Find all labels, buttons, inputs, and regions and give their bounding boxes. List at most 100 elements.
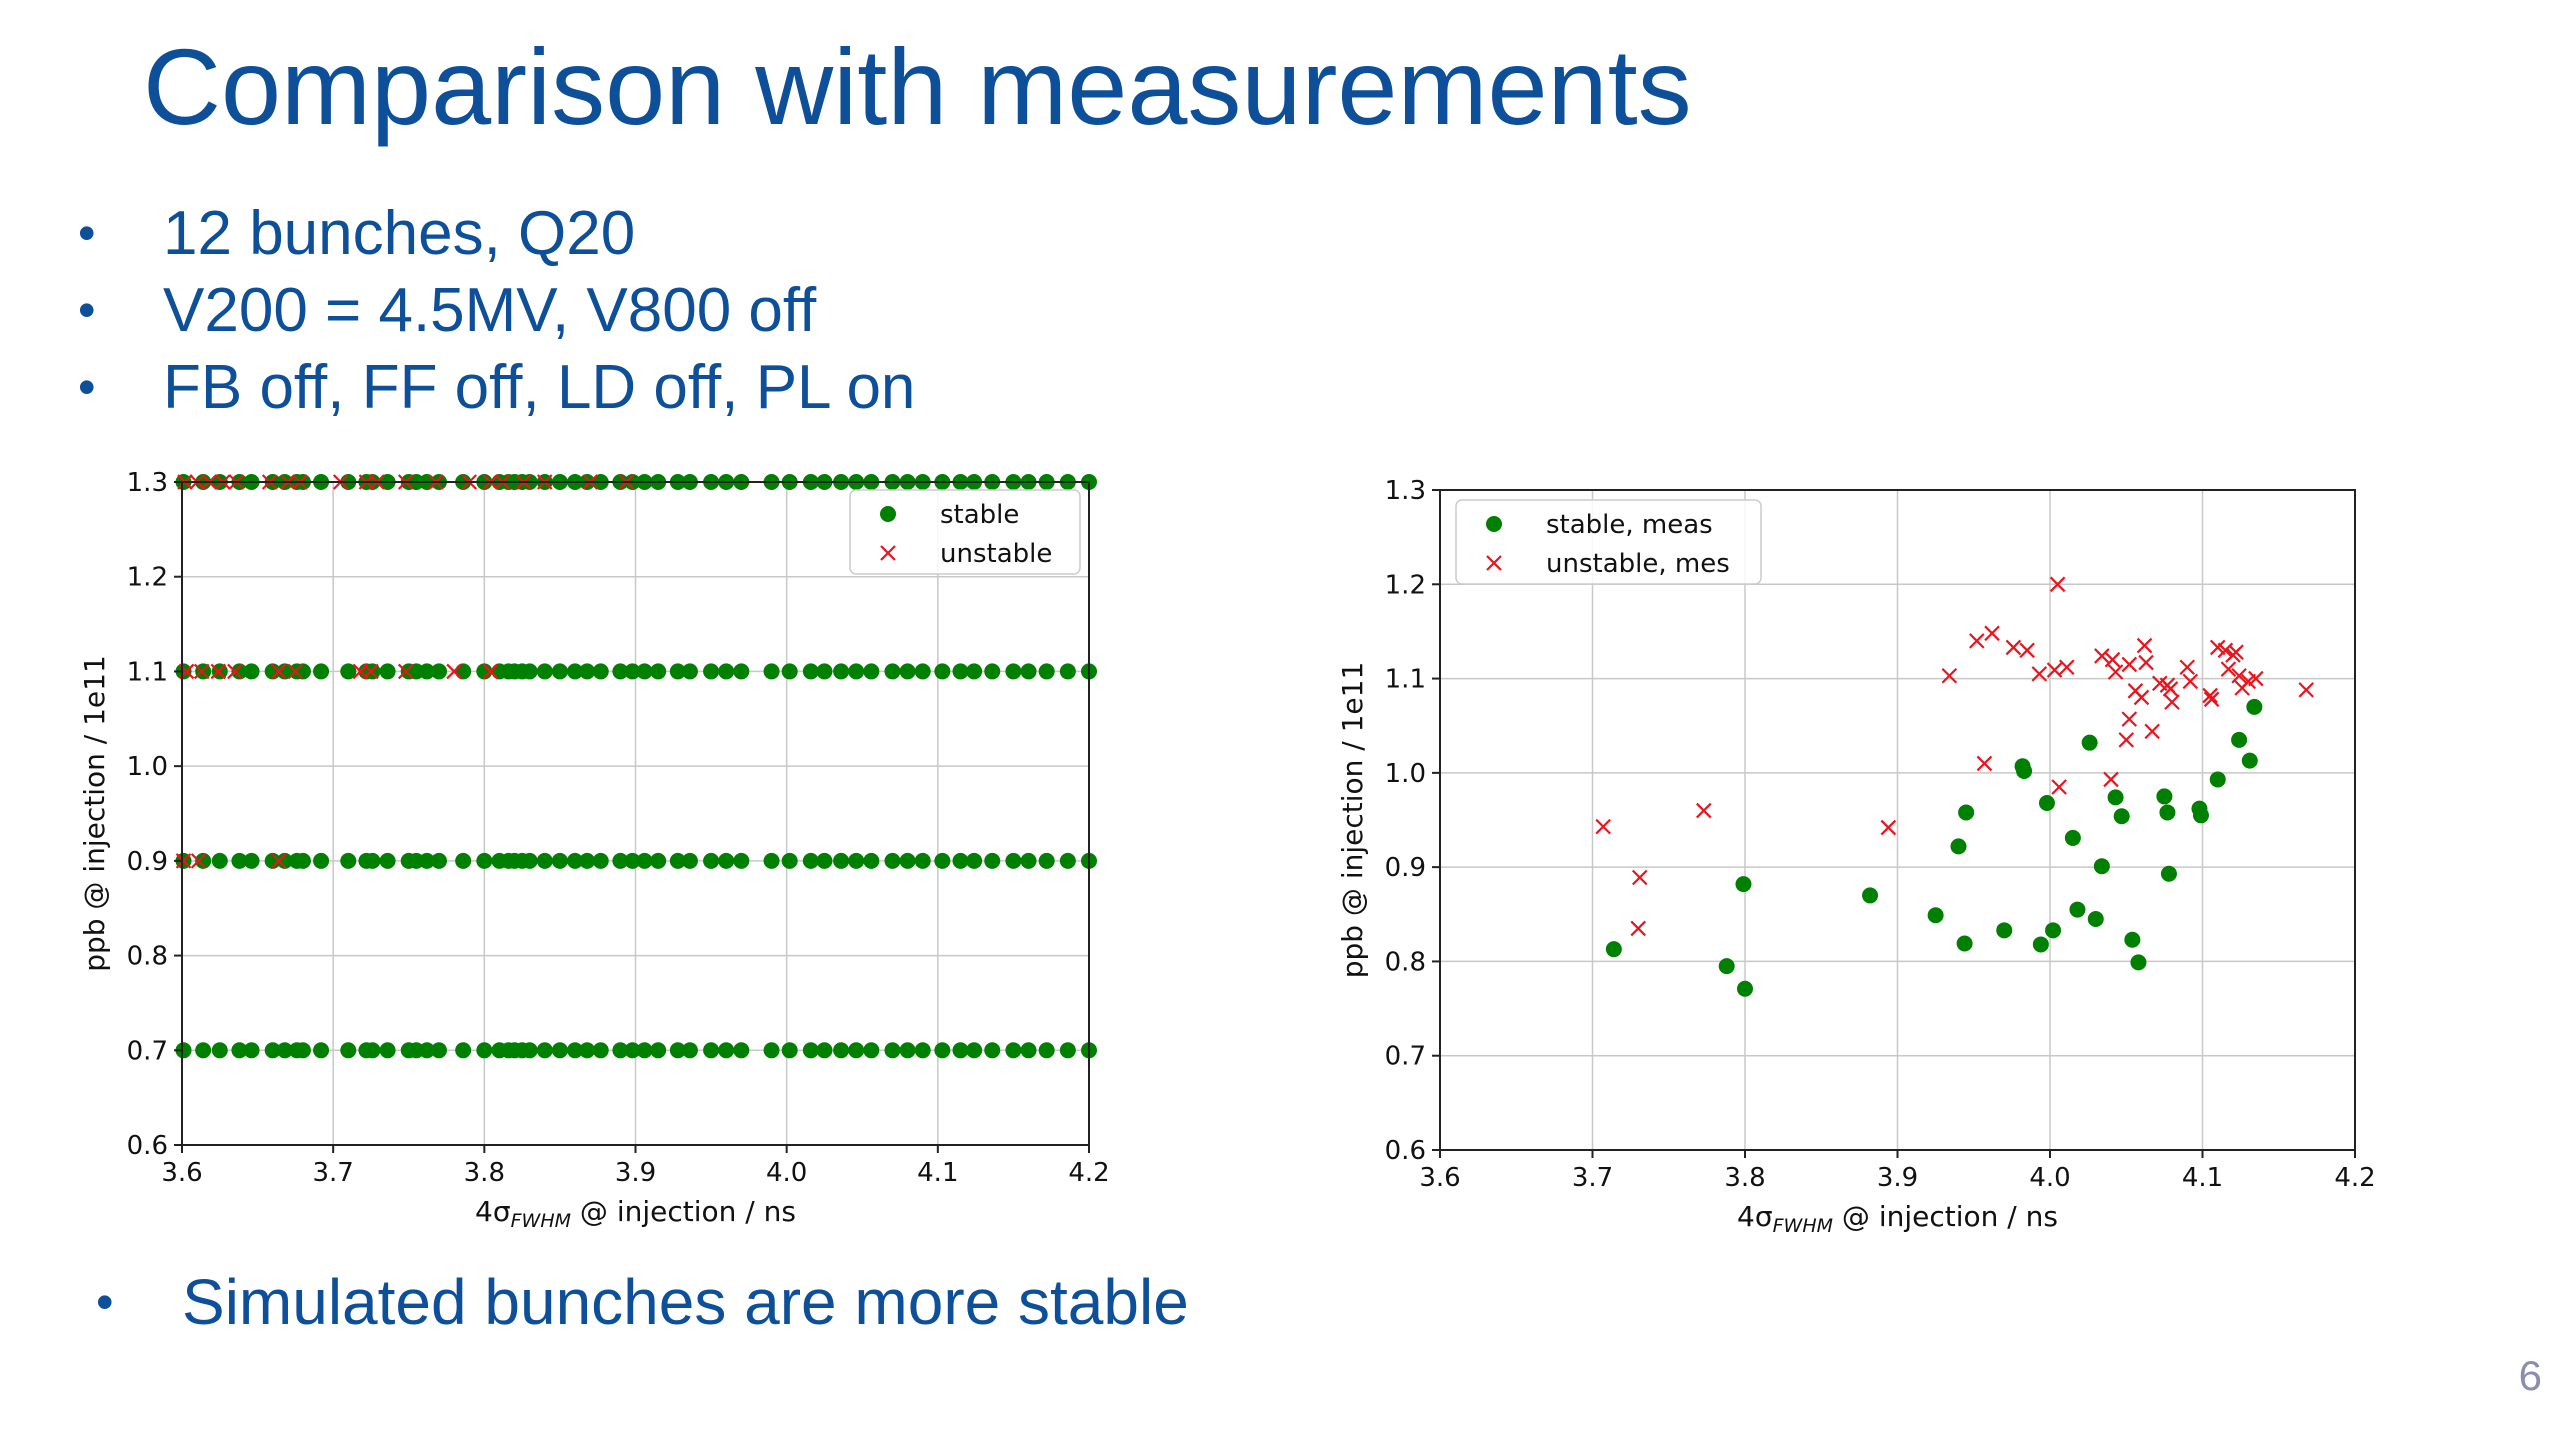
- legend-label: stable, meas: [1546, 510, 1713, 540]
- data-point-stable: [2241, 752, 2258, 769]
- data-point-stable: [1605, 941, 1622, 958]
- data-point-stable: [781, 1042, 798, 1059]
- data-point-stable: [340, 852, 357, 869]
- data-point-stable: [418, 1042, 435, 1059]
- data-point-stable: [884, 852, 901, 869]
- data-point-stable: [211, 852, 228, 869]
- data-point-unstable: [287, 663, 304, 680]
- data-point-stable: [379, 852, 396, 869]
- data-point-stable: [294, 1042, 311, 1059]
- data-point-stable: [231, 852, 248, 869]
- bullet-dot: •: [96, 1274, 114, 1330]
- data-point-stable: [1020, 663, 1037, 680]
- bullet-item: • FB off, FF off, LD off, PL on: [78, 349, 915, 426]
- bullet-text: V200 = 4.5MV, V800 off: [163, 276, 817, 345]
- data-point-stable: [733, 1042, 750, 1059]
- data-point-stable: [1718, 958, 1735, 975]
- y-tick-label: 0.8: [1385, 947, 1426, 977]
- data-point-stable: [848, 1042, 865, 1059]
- x-tick-label: 3.6: [1419, 1163, 1460, 1193]
- data-point-stable: [294, 663, 311, 680]
- legend-label: unstable, mes: [1546, 549, 1730, 579]
- data-point-stable: [763, 663, 780, 680]
- data-point-stable: [669, 852, 686, 869]
- data-point-stable: [231, 663, 248, 680]
- y-axis-label: ppb @ injection / 1e11: [78, 655, 111, 972]
- data-point-unstable: [2220, 661, 2237, 677]
- data-point-stable: [863, 852, 880, 869]
- data-point-stable: [884, 663, 901, 680]
- data-point-stable: [703, 852, 720, 869]
- data-point-stable: [455, 663, 472, 680]
- x-tick-label: 4.1: [917, 1158, 958, 1188]
- data-point-stable: [1737, 980, 1753, 997]
- data-point-stable: [612, 1042, 629, 1059]
- data-point-stable: [455, 852, 472, 869]
- x-tick-label: 3.9: [1877, 1163, 1918, 1193]
- data-point-stable: [276, 852, 293, 869]
- data-point-stable: [418, 852, 435, 869]
- data-point-stable: [1020, 852, 1037, 869]
- data-point-stable: [681, 852, 698, 869]
- data-point-stable: [952, 1042, 969, 1059]
- data-point-stable: [899, 1042, 916, 1059]
- data-point-unstable: [2179, 659, 2196, 676]
- data-point-stable: [2156, 788, 2173, 805]
- data-point-unstable: [2133, 689, 2150, 706]
- data-point-stable: [2081, 734, 2098, 751]
- y-tick-label: 1.2: [1385, 570, 1426, 600]
- data-point-stable: [2192, 807, 2209, 824]
- data-point-stable: [521, 663, 538, 680]
- data-point-stable: [567, 663, 584, 680]
- data-point-stable: [733, 663, 750, 680]
- legend-label: stable: [940, 500, 1019, 530]
- data-point-stable: [379, 1042, 396, 1059]
- data-point-stable: [1038, 852, 1055, 869]
- data-point-unstable: [1969, 633, 1985, 649]
- data-point-unstable: [2005, 639, 2022, 656]
- x-tick-label: 4.0: [766, 1158, 807, 1188]
- data-point-stable: [551, 852, 568, 869]
- data-point-stable: [781, 663, 798, 680]
- data-point-stable: [914, 663, 931, 680]
- data-point-stable: [952, 852, 969, 869]
- y-tick-label: 0.9: [127, 847, 168, 877]
- y-tick-label: 1.2: [127, 563, 168, 593]
- simulation-scatter-chart: 3.6 3.7 3.8 3.9 4.0 4.1 4.2 0.6 0.7 0.8 0.9 1.0 1.1 1…: [78, 468, 1110, 1232]
- x-axis-label: 4σFWHM @ injection / ns: [1737, 1200, 2058, 1237]
- bullet-dot: •: [78, 359, 96, 415]
- y-tick-label: 1.0: [127, 752, 168, 782]
- data-point-stable: [899, 852, 916, 869]
- data-point-unstable: [227, 663, 243, 680]
- data-point-unstable: [1595, 818, 1611, 835]
- data-point-stable: [2113, 808, 2130, 825]
- data-point-stable: [243, 1042, 260, 1059]
- y-tick-label: 1.1: [1385, 665, 1426, 695]
- data-point-stable: [276, 1042, 293, 1059]
- data-point-stable: [243, 663, 260, 680]
- data-point-stable: [612, 663, 629, 680]
- data-point-stable: [592, 663, 609, 680]
- data-point-unstable: [1631, 869, 1648, 886]
- data-point-stable: [763, 852, 780, 869]
- data-point-stable: [669, 1042, 686, 1059]
- data-point-stable: [2093, 858, 2110, 875]
- data-point-stable: [1956, 935, 1973, 952]
- data-point-unstable: [2144, 723, 2160, 740]
- data-point-stable: [703, 1042, 720, 1059]
- data-point-stable: [624, 1042, 641, 1059]
- data-point-stable: [863, 1042, 880, 1059]
- data-point-unstable: [2118, 732, 2135, 748]
- data-point-stable: [669, 663, 686, 680]
- data-point-stable: [536, 1042, 553, 1059]
- data-point-stable: [934, 1042, 951, 1059]
- bullet-list: • 12 bunches, Q20 • V200 = 4.5MV, V800 off…: [78, 195, 915, 426]
- data-point-stable: [914, 852, 931, 869]
- data-point-unstable: [1880, 819, 1897, 836]
- data-point-stable: [2064, 829, 2081, 846]
- page-number: 6: [2518, 1352, 2542, 1399]
- data-point-stable: [340, 663, 357, 680]
- data-point-unstable: [2162, 681, 2179, 697]
- data-point-stable: [1862, 887, 1879, 904]
- data-point-stable: [636, 852, 653, 869]
